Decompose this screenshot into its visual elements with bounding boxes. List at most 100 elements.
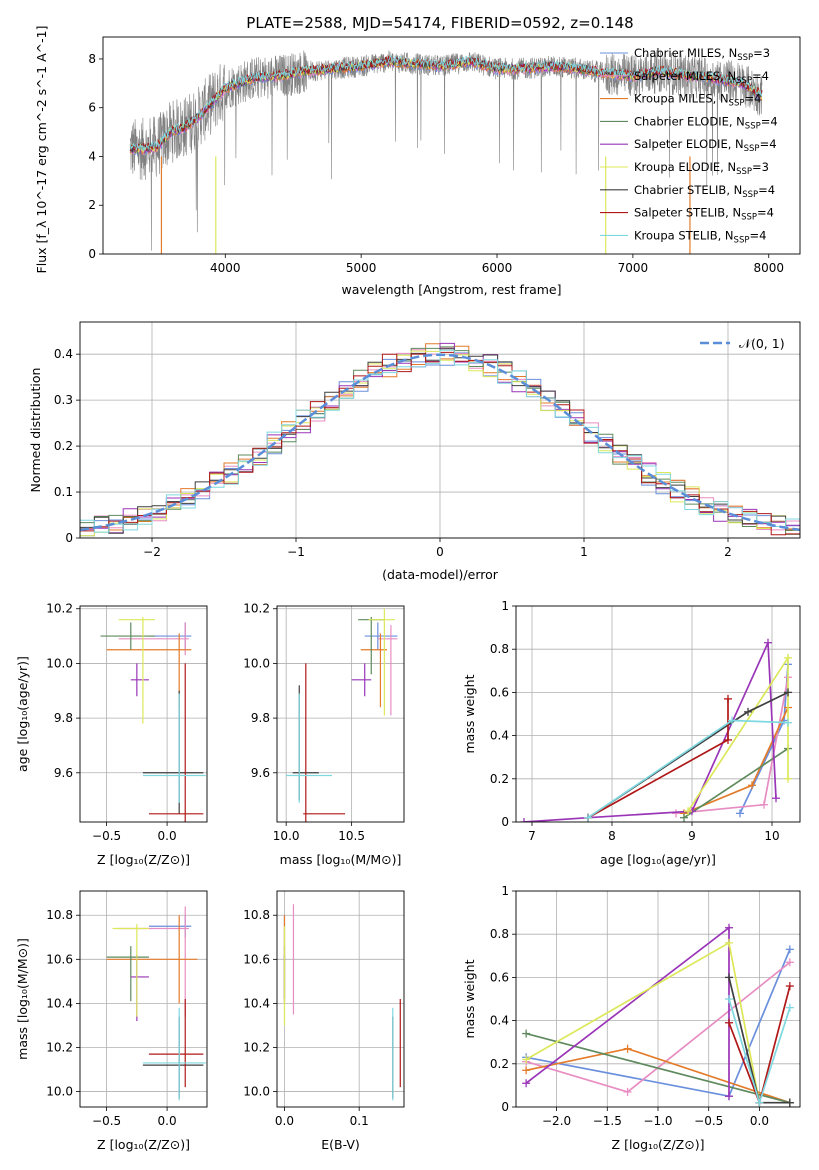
spectrum-panel: 4000 5000 6000 7000 8000 0 2 4 6 8 wavelength [Ang… (34, 26, 801, 297)
x-axis-label: Z [log₁₀(Z/Z⊙)] (97, 1137, 190, 1152)
weight_vs_age-plot-area (516, 606, 800, 822)
y-tick-label: 10.6 (46, 952, 73, 966)
y-tick-label: 10.2 (46, 1040, 73, 1054)
age_vs_z-plot-area (80, 606, 207, 822)
legend-subscript: SSP (737, 53, 753, 63)
x-tick-label: 10 (764, 829, 779, 843)
axes-frame (79, 321, 801, 539)
y-tick-label: 10.2 (243, 602, 270, 616)
axes-frame (79, 890, 208, 1108)
y-tick-label: 6 (88, 101, 96, 115)
x-tick-label: 0.1 (350, 1114, 369, 1128)
y-axis-label: mass [log₁₀(M/M⊙)] (15, 938, 30, 1060)
y-tick-label: 1 (501, 884, 509, 898)
residuals-panel: −2 −1 0 1 2 0 0.1 0.2 0.3 0.4 𝒩(0, 1) (data-model)/… (28, 321, 801, 582)
y-tick-label: 0 (65, 531, 73, 545)
mass_vs_z-plot-area (80, 891, 207, 1107)
y-tick-label: 0.3 (54, 393, 73, 407)
y-axis-label: mass weight (462, 959, 477, 1038)
y-tick-label: 10.2 (46, 602, 73, 616)
legend-subscript: SSP (744, 144, 760, 154)
y-tick-label: 0 (501, 1100, 509, 1114)
legend-value: =3 (753, 46, 770, 60)
legend-label: Kroupa MILES, NSSP=4 (634, 92, 761, 109)
x-tick-label: 9 (688, 829, 696, 843)
x-tick-label: 2 (724, 545, 732, 559)
x-tick-label: 8000 (753, 261, 784, 275)
y-tick-label: 0.2 (490, 1057, 509, 1071)
legend-label: Salpeter MILES, NSSP=4 (634, 69, 769, 86)
mass_vs_ebv-plot-area (277, 891, 404, 1107)
x-axis-label: age [log₁₀(age/yr)] (600, 852, 716, 867)
y-axis-label: Normed distribution (28, 368, 43, 493)
x-axis-label: (data-model)/error (382, 567, 499, 582)
age_vs_z-panel: −0.5 0.0 9.6 9.8 10.0 10.2 Z [log₁₀(Z/Z⊙)] age … (15, 602, 208, 867)
legend-subscript: SSP (742, 190, 758, 200)
y-tick-label: 0.8 (490, 642, 509, 656)
axes-frame (102, 36, 801, 255)
x-axis-label: Z [log₁₀(Z/Z⊙)] (612, 1137, 705, 1152)
y-tick-label: 10.4 (243, 996, 270, 1010)
legend-subscript: SSP (736, 76, 752, 86)
legend-subscript: SSP (745, 121, 761, 131)
x-tick-label: −2.0 (542, 1114, 571, 1128)
legend-subscript: SSP (736, 167, 752, 177)
y-tick-label: 1 (501, 599, 509, 613)
legend-value: =4 (757, 206, 774, 220)
figure-title: PLATE=2588, MJD=54174, FIBERID=0592, z=0… (246, 14, 633, 32)
legend-label: Salpeter STELIB, NSSP=4 (634, 206, 774, 223)
legend-value: =4 (760, 137, 777, 151)
legend-value: =4 (749, 228, 766, 242)
y-axis-label: age [log₁₀(age/yr)] (15, 656, 30, 772)
x-tick-label: 0 (436, 545, 444, 559)
legend-subscript: SSP (734, 235, 750, 245)
y-tick-label: 9.6 (54, 766, 73, 780)
y-tick-label: 0.6 (490, 685, 509, 699)
x-tick-label: 0.0 (158, 829, 177, 843)
x-tick-label: 0.0 (750, 1114, 769, 1128)
x-tick-label: −2 (143, 545, 161, 559)
legend-value: =4 (752, 69, 769, 83)
legend-label: Chabrier ELODIE, NSSP=4 (634, 114, 778, 131)
x-tick-label: 8 (608, 829, 616, 843)
legend-label: Kroupa ELODIE, NSSP=3 (634, 160, 769, 177)
weight-line (523, 642, 777, 822)
x-axis-label: mass [log₁₀(M/M⊙)] (280, 852, 402, 867)
y-tick-label: 10.0 (46, 1085, 73, 1099)
y-tick-label: 0.4 (490, 729, 509, 743)
axes-frame (515, 605, 801, 823)
axes-frame (276, 890, 405, 1108)
y-tick-label: 0.1 (54, 485, 73, 499)
y-tick-label: 0.2 (490, 772, 509, 786)
y-tick-label: 10.8 (243, 908, 270, 922)
y-tick-label: 0 (501, 815, 509, 829)
x-tick-label: 1 (580, 545, 588, 559)
y-tick-label: 9.8 (251, 711, 270, 725)
x-tick-label: 10.5 (338, 829, 365, 843)
residuals-plot-area (80, 322, 800, 538)
y-tick-label: 9.8 (54, 711, 73, 725)
weight-line (683, 747, 789, 819)
y-tick-label: 0.4 (490, 1014, 509, 1028)
y-tick-label: 10.2 (243, 1040, 270, 1054)
model-spectrum-line (129, 55, 763, 152)
y-tick-label: 10.8 (46, 908, 73, 922)
legend-label: Kroupa STELIB, NSSP=4 (634, 228, 766, 245)
y-tick-label: 4 (88, 149, 96, 163)
weight_vs_z-plot-area (516, 891, 800, 1107)
legend-value: =4 (744, 92, 761, 106)
x-axis-label: Z [log₁₀(Z/Z⊙)] (97, 852, 190, 867)
y-tick-label: 0.2 (54, 439, 73, 453)
x-tick-label: 6000 (482, 261, 513, 275)
axes-frame (79, 605, 208, 823)
legend-value: =4 (758, 183, 775, 197)
x-tick-label: −0.5 (92, 829, 121, 843)
x-tick-label: −0.5 (92, 1114, 121, 1128)
x-tick-label: 0.0 (275, 1114, 294, 1128)
x-tick-label: 7 (528, 829, 536, 843)
model-spectrum-line (129, 55, 763, 152)
x-tick-label: −0.5 (694, 1114, 723, 1128)
mass_vs_ebv-panel: 0.0 0.1 10.0 10.2 10.4 10.6 10.8 E(B-V) (243, 890, 405, 1152)
x-axis-label: E(B-V) (321, 1137, 360, 1152)
